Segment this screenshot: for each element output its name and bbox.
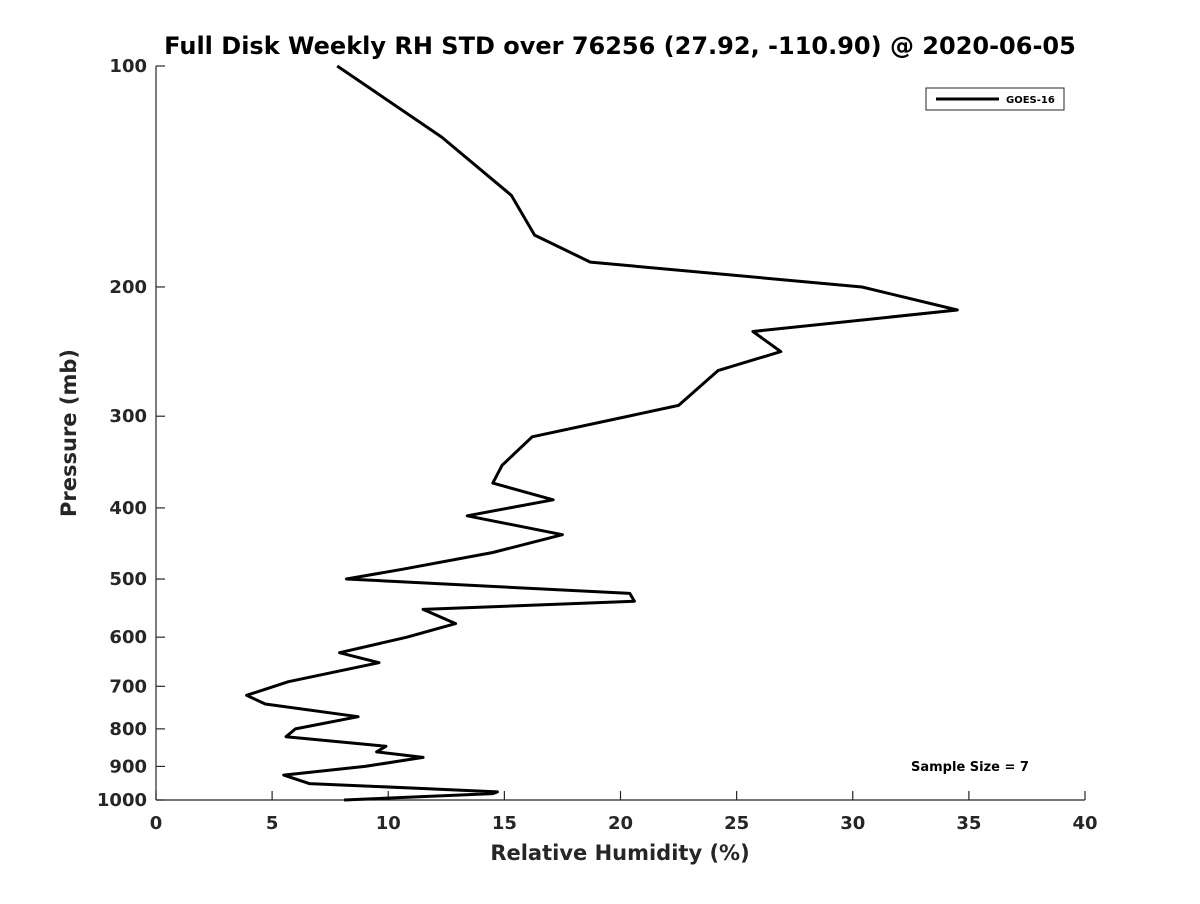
x-axis-label: Relative Humidity (%) — [490, 841, 749, 865]
y-axis-ticks: 100 200 300 400 500 600 700 800 900 1000 — [97, 56, 165, 811]
x-tick-label: 0 — [150, 813, 163, 834]
y-tick-label: 400 — [109, 498, 147, 519]
x-tick-label: 30 — [840, 813, 865, 834]
y-tick-label: 500 — [109, 569, 147, 590]
x-tick-label: 40 — [1072, 813, 1097, 834]
series-group — [245, 64, 959, 802]
legend-label: GOES-16 — [1006, 95, 1055, 106]
sample-size-annotation: Sample Size = 7 — [911, 760, 1029, 775]
y-tick-label: 1000 — [97, 790, 147, 811]
legend: GOES-16 — [925, 87, 1065, 111]
y-tick-label: 200 — [109, 277, 147, 298]
x-tick-label: 5 — [266, 813, 279, 834]
plot-area — [156, 66, 1085, 799]
y-tick-label: 300 — [109, 406, 147, 427]
y-axis-label: Pressure (mb) — [57, 349, 81, 517]
x-axis-ticks: 0 5 10 15 20 25 30 35 40 — [150, 791, 1098, 834]
y-tick-label: 100 — [109, 56, 147, 77]
y-tick-label: 900 — [109, 756, 147, 777]
series-line-goes-16 — [245, 64, 959, 802]
x-tick-label: 35 — [956, 813, 981, 834]
x-tick-label: 25 — [724, 813, 749, 834]
x-tick-label: 10 — [376, 813, 401, 834]
y-tick-label: 700 — [109, 676, 147, 697]
y-tick-label: 800 — [109, 719, 147, 740]
x-tick-label: 20 — [608, 813, 633, 834]
x-tick-label: 15 — [492, 813, 517, 834]
chart-title: Full Disk Weekly RH STD over 76256 (27.9… — [164, 32, 1076, 60]
y-tick-label: 600 — [109, 627, 147, 648]
